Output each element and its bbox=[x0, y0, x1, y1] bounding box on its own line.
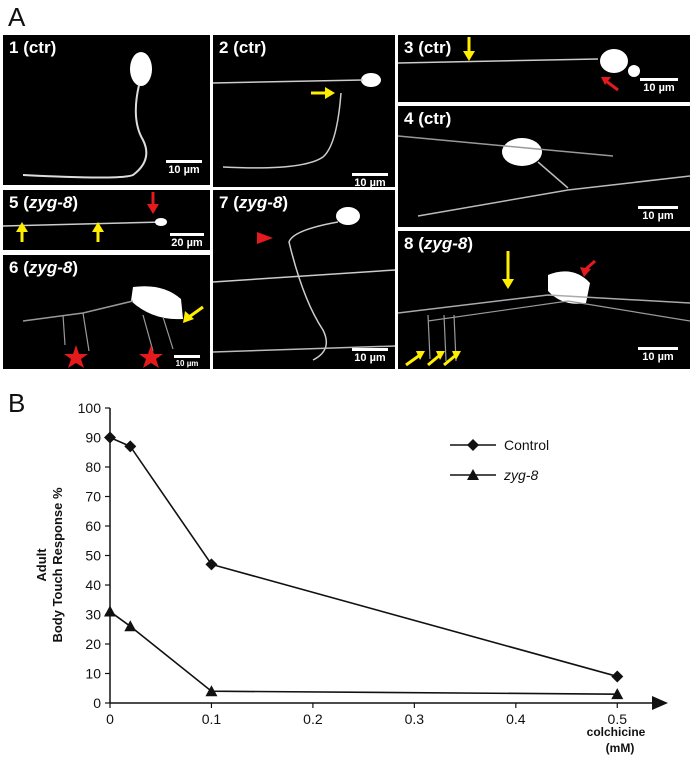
micrograph-panel-4: 4 (ctr) 10 µm bbox=[398, 106, 690, 227]
micrograph-panel-2: 2 (ctr) 10 µm bbox=[213, 35, 395, 187]
y-tick-label: 100 bbox=[78, 400, 102, 416]
y-tick-label: 30 bbox=[85, 607, 101, 623]
legend-label: Control bbox=[504, 437, 549, 453]
scale-bar: 10 µm bbox=[634, 347, 682, 363]
x-tick-label: 0.1 bbox=[202, 711, 222, 727]
micrograph-panel-6: 6 (zyg-8) 10 µm bbox=[3, 255, 210, 369]
y-tick-label: 0 bbox=[93, 695, 101, 711]
scale-bar: 10 µm bbox=[349, 173, 391, 187]
scale-bar: 10 µm bbox=[171, 355, 203, 368]
x-tick-label: 0.4 bbox=[506, 711, 526, 727]
x-tick-label: 0.3 bbox=[405, 711, 425, 727]
y-tick-label: 80 bbox=[85, 459, 101, 475]
y-tick-label: 90 bbox=[85, 430, 101, 446]
chart-axes bbox=[109, 408, 668, 710]
data-point bbox=[104, 431, 116, 444]
panel-label: 2 (ctr) bbox=[219, 38, 267, 57]
scale-bar: 10 µm bbox=[163, 160, 205, 176]
x-axis-label-line2: (mM) bbox=[606, 741, 635, 755]
legend-marker bbox=[467, 469, 479, 480]
y-tick-label: 20 bbox=[85, 636, 101, 652]
y-tick-label: 70 bbox=[85, 489, 101, 505]
panel-label: 8 (zyg-8) bbox=[404, 234, 473, 253]
chart-legend: Control zyg-8 bbox=[450, 437, 549, 483]
legend-label: zyg-8 bbox=[503, 467, 538, 483]
data-point bbox=[205, 685, 218, 697]
x-tick-label: 0.5 bbox=[608, 711, 628, 727]
panel-label: 1 (ctr) bbox=[9, 38, 57, 57]
x-tick-label: 0.2 bbox=[303, 711, 323, 727]
panel-label: 7 (zyg-8) bbox=[219, 193, 288, 212]
scale-bar: 10 µm bbox=[349, 348, 391, 364]
y-tick-label: 60 bbox=[85, 518, 101, 534]
panel-b-letter: B bbox=[8, 388, 26, 418]
x-axis-label-line1: colchicine bbox=[587, 725, 646, 739]
series-line-control bbox=[109, 436, 618, 678]
y-axis-label-line2: Body Touch Response % bbox=[50, 487, 65, 642]
y-tick-label: 40 bbox=[85, 577, 101, 593]
x-tick-label: 0 bbox=[106, 711, 114, 727]
data-point bbox=[104, 605, 116, 617]
panel-label: 5 (zyg-8) bbox=[9, 193, 78, 212]
y-axis-label-line1: Adult bbox=[34, 548, 49, 582]
x-axis-ticks: 0 0.1 0.2 0.3 0.4 0.5 bbox=[106, 703, 627, 727]
data-point bbox=[611, 688, 624, 700]
panel-a-letter: A bbox=[8, 2, 26, 32]
micrograph-panel-5: 5 (zyg-8) 20 µm bbox=[3, 190, 210, 250]
data-point bbox=[124, 620, 137, 632]
panel-label: 3 (ctr) bbox=[404, 38, 452, 57]
micrograph-panel-1: 1 (ctr) 10 µm bbox=[3, 35, 210, 185]
data-point bbox=[124, 440, 137, 453]
x-axis-arrow bbox=[652, 696, 668, 710]
micrograph-panel-7: 7 (zyg-8) 10 µm bbox=[213, 190, 395, 369]
y-tick-label: 50 bbox=[85, 548, 101, 564]
data-point bbox=[205, 558, 218, 571]
y-axis-ticks: 0 10 20 30 40 50 60 70 80 90 100 bbox=[78, 400, 110, 711]
scale-bar: 10 µm bbox=[634, 206, 682, 222]
panel-label: 4 (ctr) bbox=[404, 109, 452, 128]
y-tick-label: 10 bbox=[85, 666, 101, 682]
legend-marker bbox=[467, 439, 479, 451]
micrograph-panel-3: 3 (ctr) 10 µm bbox=[398, 35, 690, 102]
panel-label: 6 (zyg-8) bbox=[9, 258, 78, 277]
scale-bar: 20 µm bbox=[167, 233, 207, 249]
micrograph-panel-8: 8 (zyg-8) 10 µm bbox=[398, 231, 690, 369]
scale-bar: 10 µm bbox=[636, 78, 682, 94]
series-group bbox=[104, 431, 624, 700]
data-point bbox=[611, 670, 624, 683]
series-line-zyg-8 bbox=[109, 610, 618, 695]
